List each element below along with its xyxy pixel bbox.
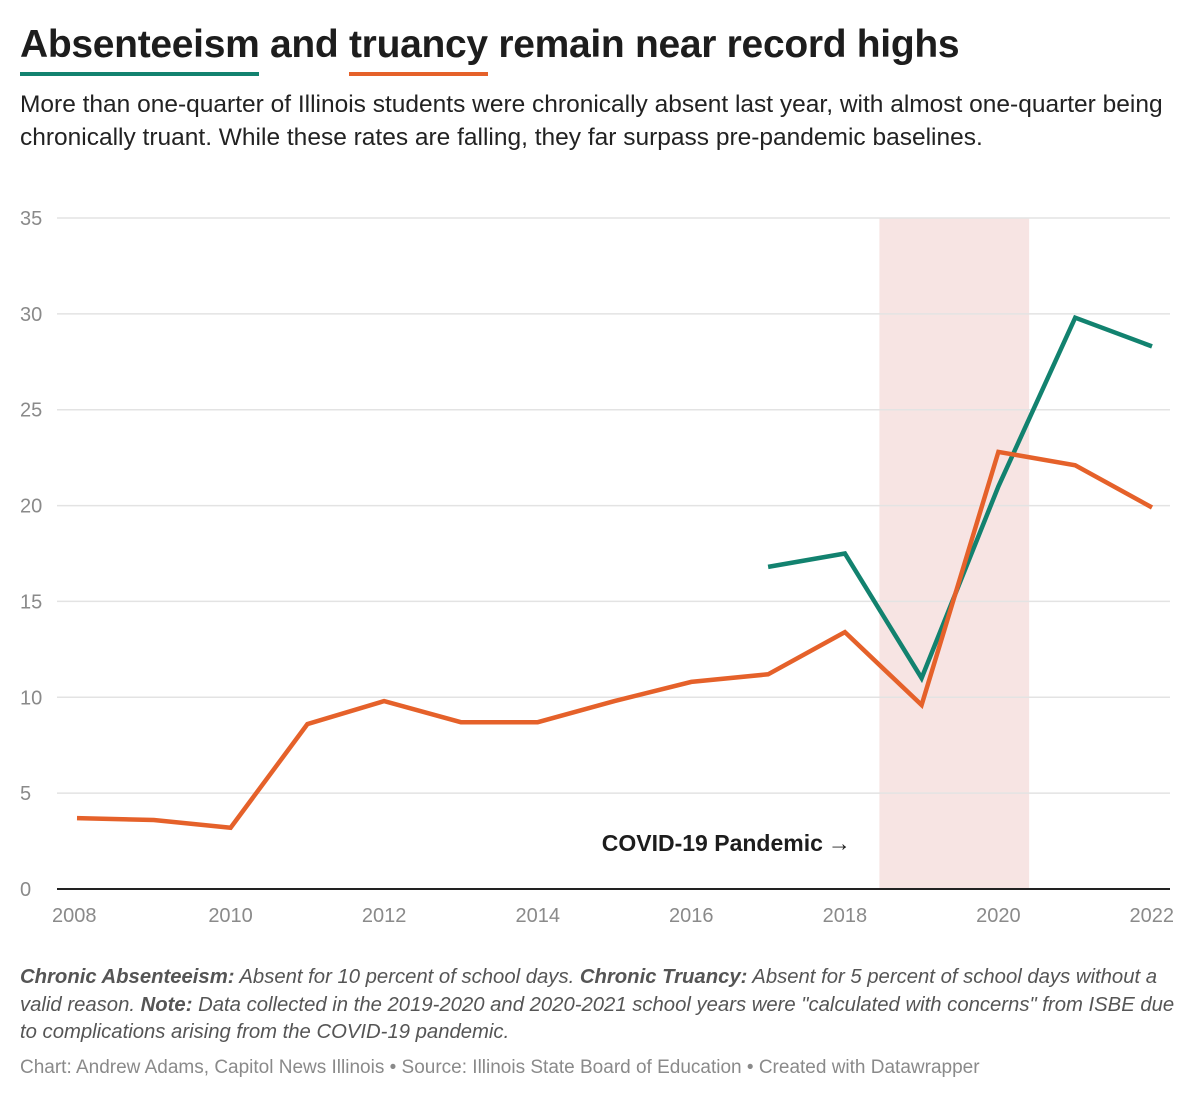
covid-highlight-band (879, 218, 1030, 889)
note-def-truancy: Absent for 5 percent of school days with… (20, 966, 1158, 1016)
y-tick-label: 5 (20, 783, 31, 805)
y-axis: 0 5 10 15 20 25 30 35 (20, 208, 42, 901)
x-tick-label: 2018 (823, 905, 868, 927)
note-term-truancy: Chronic Truancy: (579, 966, 748, 988)
annotation-layer: COVID-19 Pandemic → (602, 830, 851, 856)
note-term-note: Note: (140, 993, 193, 1016)
chart-notes: Chronic Absenteeism: Absent for 10 perce… (20, 964, 1185, 1047)
series-line-truancy (76, 449, 1154, 831)
highlight-layer (879, 218, 1030, 889)
note-term-absenteeism: Chronic Absenteeism: (20, 966, 235, 988)
chart-subtitle: More than one-quarter of Illinois studen… (20, 91, 1163, 151)
covid-annotation-label: COVID-19 Pandemic (602, 830, 823, 856)
y-tick-label: 35 (20, 208, 42, 230)
y-tick-label: 15 (20, 591, 42, 613)
y-tick-label: 30 (20, 304, 42, 326)
grid-layer (57, 217, 1170, 890)
x-tick-label: 2014 (515, 905, 560, 927)
note-def-absenteeism: Absent for 10 percent of school days. (234, 966, 580, 988)
chart-title: Absenteeism and truancy remain near reco… (20, 20, 960, 76)
chart-credit: Chart: Andrew Adams, Capitol News Illino… (20, 1057, 980, 1078)
series-layer (76, 314, 1154, 831)
x-tick-label: 2010 (208, 905, 253, 927)
x-tick-label: 2020 (976, 905, 1021, 927)
y-tick-label: 20 (20, 496, 42, 518)
title-and-word: and (270, 23, 339, 66)
y-tick-label: 25 (20, 400, 42, 422)
x-tick-label: 2022 (1130, 905, 1175, 927)
y-tick-label: 10 (20, 687, 42, 709)
x-tick-label: 2008 (52, 905, 97, 927)
x-tick-label: 2012 (362, 905, 407, 927)
title-truancy-word: truancy (349, 20, 488, 76)
covid-annotation-arrow: → (828, 830, 851, 856)
y-tick-label: 0 (20, 879, 31, 901)
title-absenteeism-word: Absenteeism (20, 20, 260, 76)
title-rest: remain near record highs (498, 23, 960, 66)
note-def-note: Data collected in the 2019-2020 and 2020… (20, 993, 1175, 1044)
x-tick-label: 2016 (669, 905, 714, 927)
x-axis: 2008 2010 2012 2014 2016 2018 2020 2022 (52, 905, 1174, 927)
